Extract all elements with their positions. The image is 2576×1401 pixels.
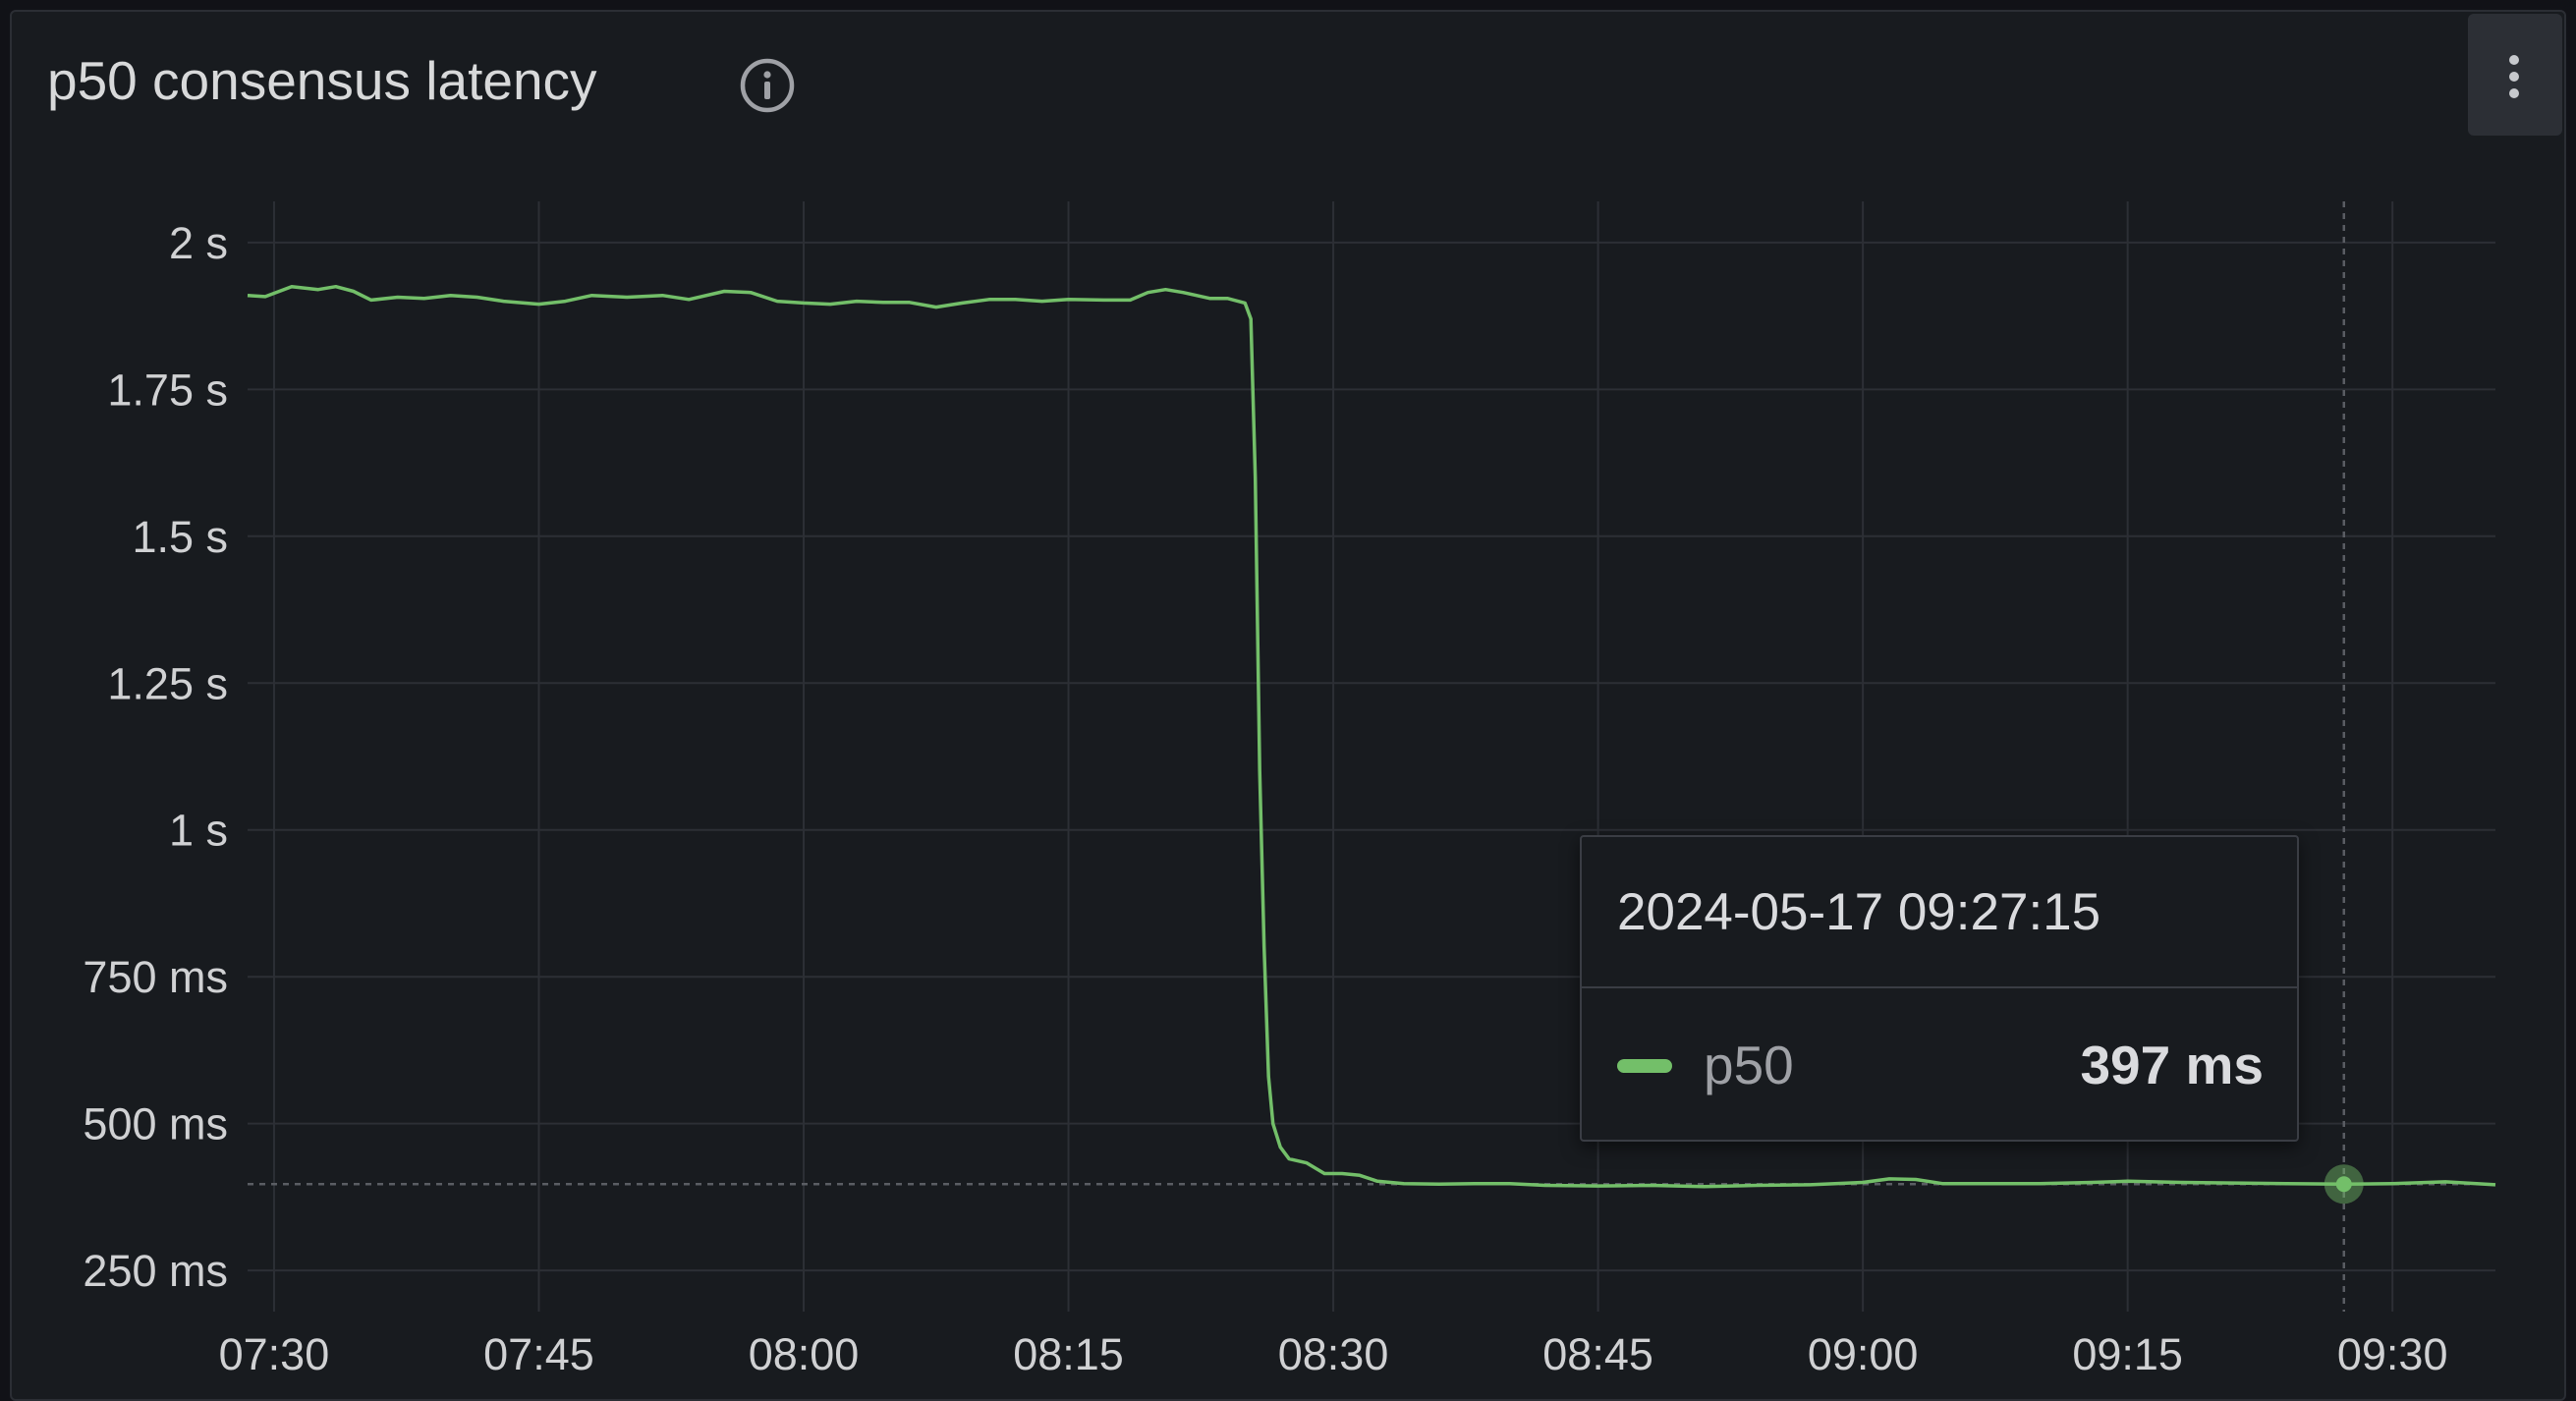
hover-point <box>2335 1176 2352 1193</box>
tooltip-timestamp: 2024-05-17 09:27:15 <box>1582 837 2297 988</box>
y-tick-label: 1.75 s <box>107 364 228 415</box>
info-circle-icon[interactable] <box>739 57 796 114</box>
y-tick-label: 500 ms <box>83 1099 228 1149</box>
x-tick-label: 09:15 <box>2072 1329 2183 1379</box>
x-tick-label: 09:30 <box>2337 1329 2448 1379</box>
y-tick-label: 250 ms <box>83 1246 228 1296</box>
kebab-menu-icon <box>2509 55 2519 65</box>
series-line-p50 <box>247 284 2496 1189</box>
y-tick-label: 1.5 s <box>132 512 228 562</box>
x-tick-label: 09:00 <box>1808 1329 1919 1379</box>
y-tick-label: 2 s <box>169 218 228 268</box>
x-tick-label: 08:30 <box>1278 1329 1389 1379</box>
tooltip-series-value: 397 ms <box>2080 1035 2264 1095</box>
panel-menu-button[interactable] <box>2468 14 2562 136</box>
kebab-menu-icon-dot-3 <box>2509 88 2519 98</box>
x-tick-label: 08:00 <box>749 1329 860 1379</box>
panel-title: p50 consensus latency <box>47 50 597 111</box>
x-tick-label: 08:45 <box>1542 1329 1653 1379</box>
kebab-menu-icon-dot-2 <box>2509 72 2519 82</box>
y-tick-label: 1.25 s <box>107 658 228 708</box>
x-tick-label: 07:30 <box>219 1329 330 1379</box>
series-color-swatch <box>1617 1059 1672 1073</box>
x-tick-label: 07:45 <box>483 1329 594 1379</box>
hover-tooltip: 2024-05-17 09:27:15 p50 397 ms <box>1580 835 2299 1142</box>
y-tick-label: 750 ms <box>83 952 228 1002</box>
x-tick-label: 08:15 <box>1013 1329 1124 1379</box>
y-tick-label: 1 s <box>169 806 228 856</box>
tooltip-series-row: p50 397 ms <box>1582 988 2297 1142</box>
tooltip-series-name: p50 <box>1704 1035 1794 1095</box>
